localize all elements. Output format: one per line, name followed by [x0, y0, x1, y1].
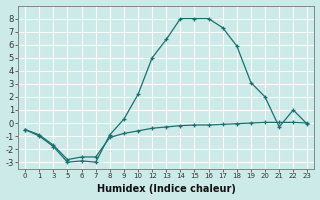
X-axis label: Humidex (Indice chaleur): Humidex (Indice chaleur)	[97, 184, 236, 194]
